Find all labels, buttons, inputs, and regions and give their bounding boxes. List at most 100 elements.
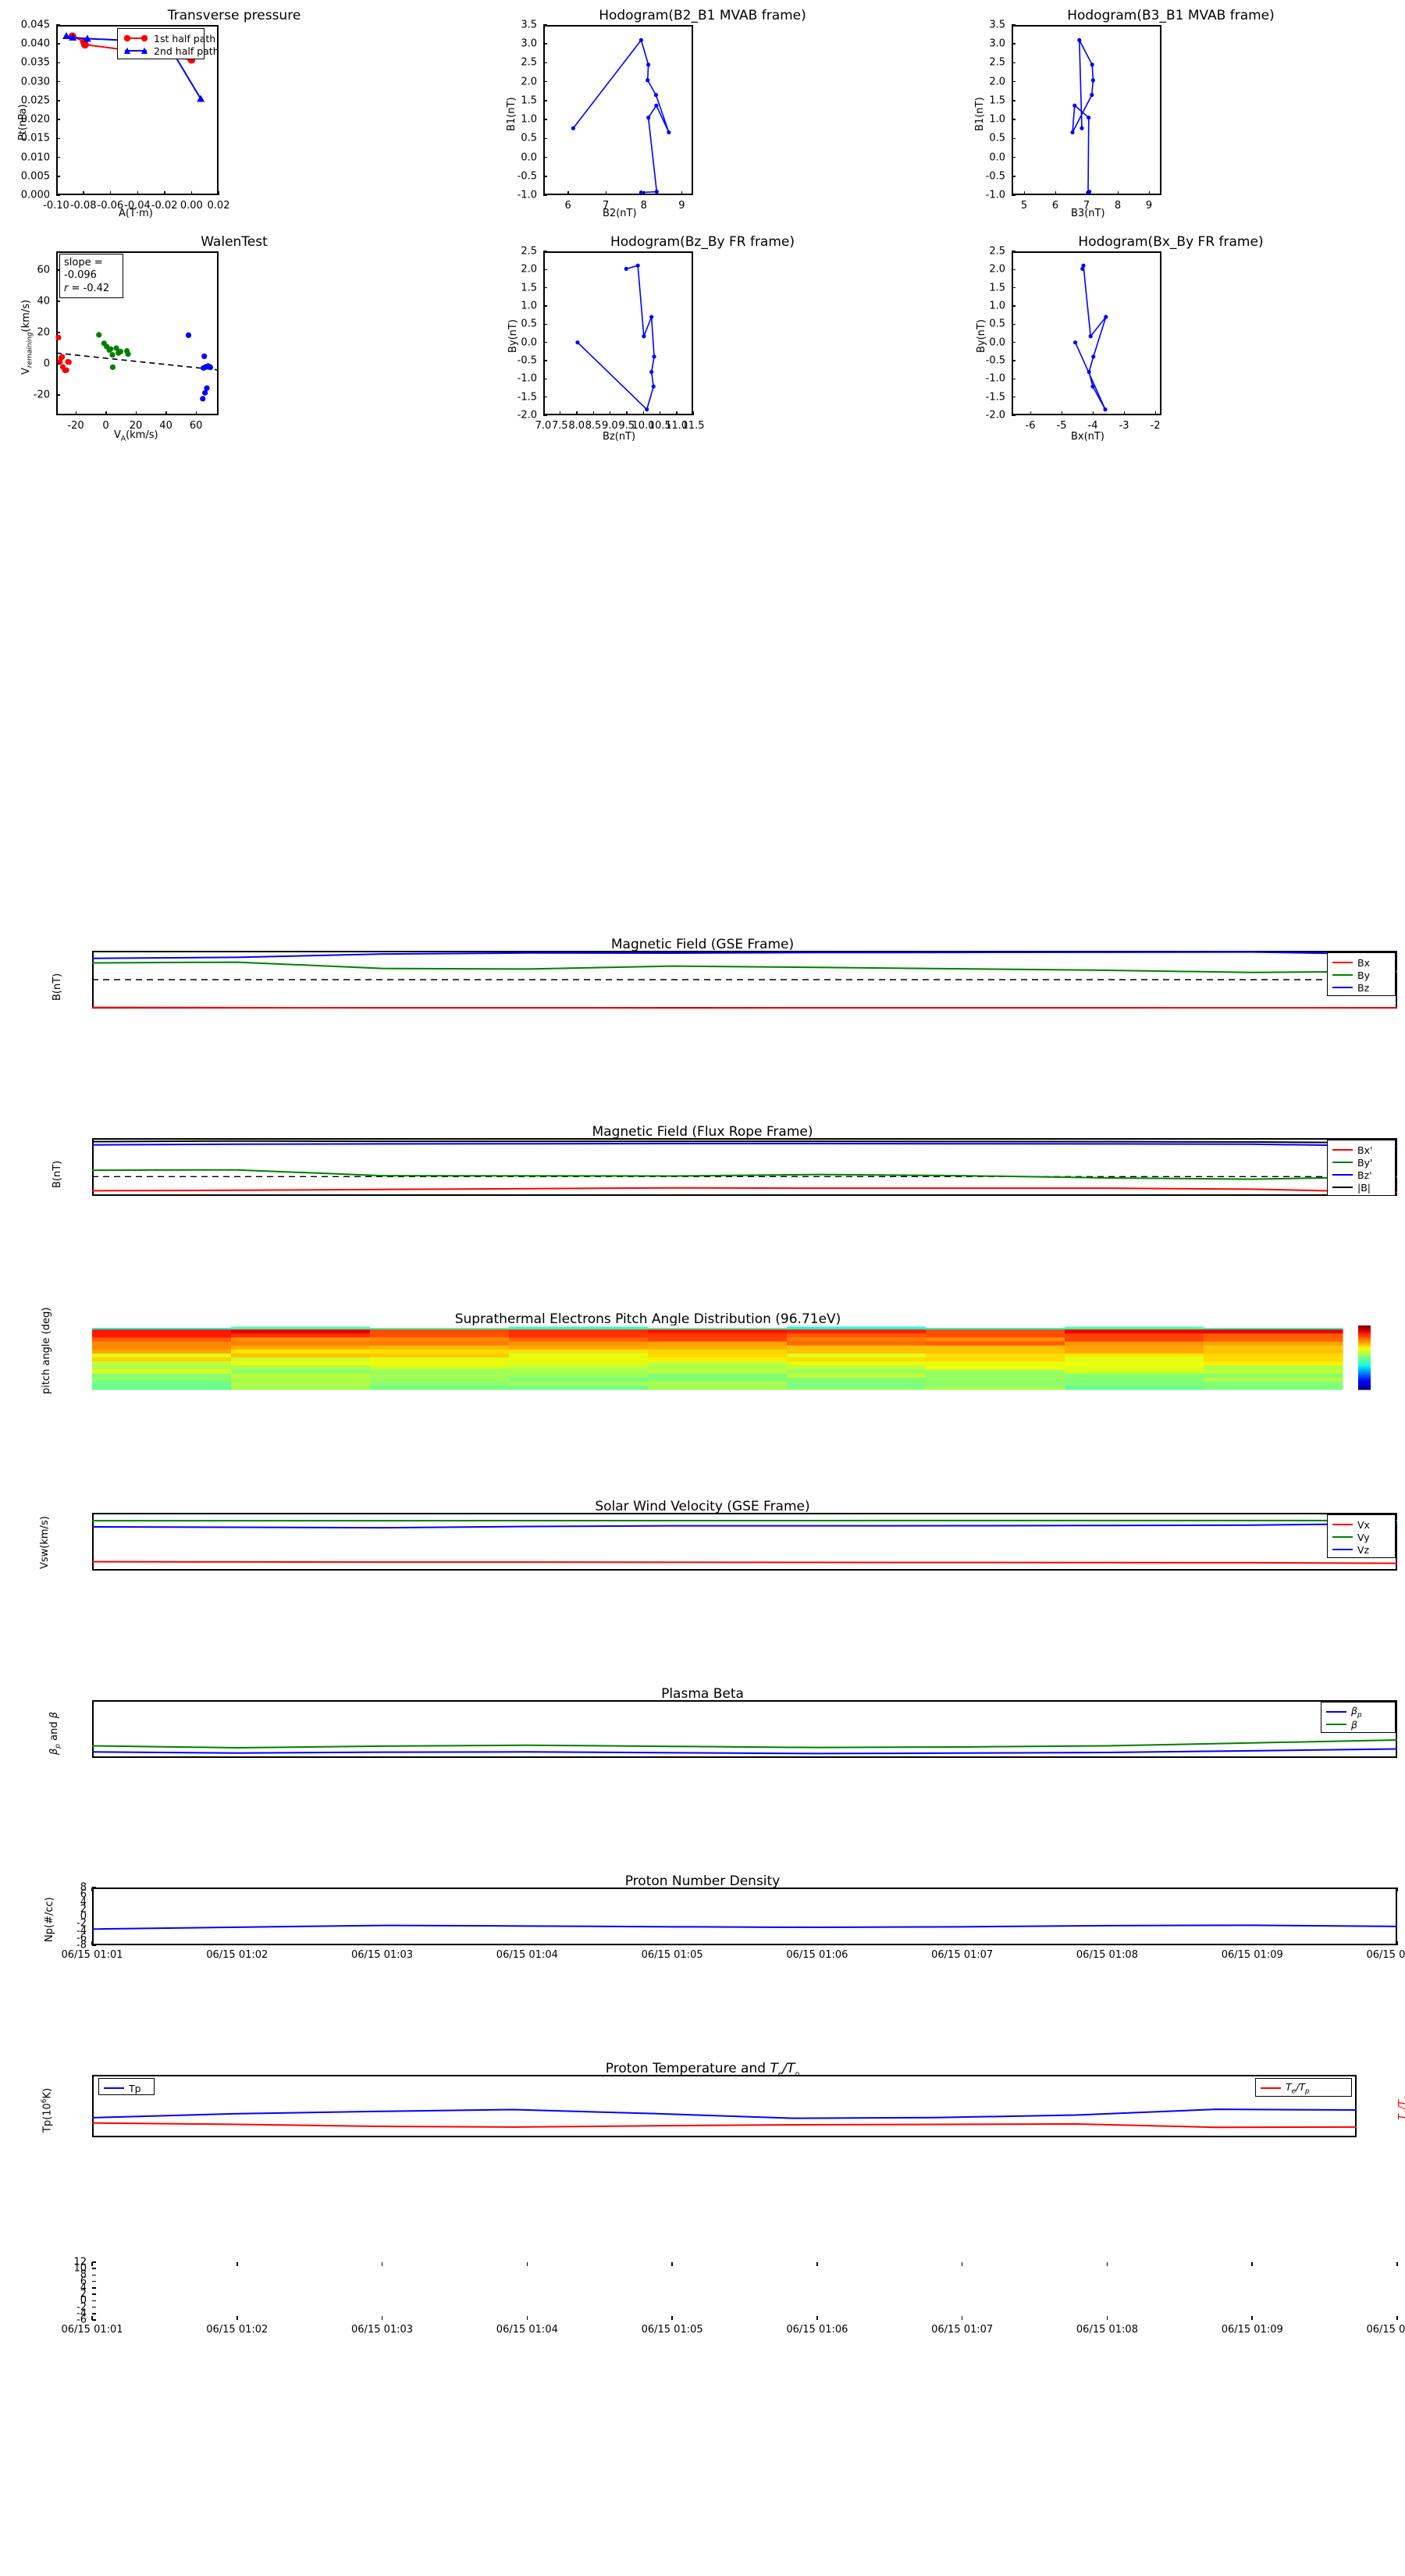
panel-proton-number-density: Proton Number Density 06/15 01:01 06/15 0… (0, 1873, 1405, 1967)
x-tick-mark (1061, 411, 1062, 415)
y-axis-label: By(nT) (507, 319, 519, 353)
x-tick-mark (542, 411, 544, 415)
y-tick-label: 3.0 (521, 37, 537, 50)
y-tick-mark (543, 119, 547, 120)
x-tick-mark (659, 411, 661, 415)
y-tick-label: 0.015 (20, 132, 50, 144)
y-tick-mark (1012, 251, 1016, 252)
y-tick-label: 12 (73, 2256, 87, 2268)
fit-annotation: slope = -0.096 r = -0.42 (59, 254, 123, 298)
y-tick-mark (543, 156, 547, 158)
y-tick-mark (92, 1944, 96, 1946)
y-tick-label: 0.0 (521, 151, 537, 164)
y-tick-mark (1012, 323, 1016, 326)
x-tick-mark-top (237, 2262, 238, 2266)
plot-canvas (1073, 263, 1108, 412)
y-tick-label: 20 (37, 326, 50, 339)
x-tick-label: 06/15 01:02 (206, 2324, 269, 2336)
legend-label: Te/Tp (1286, 2080, 1310, 2096)
y-tick-mark (92, 2268, 96, 2269)
x-tick-mark (816, 2316, 818, 2320)
y-tick-mark (543, 62, 547, 64)
x-tick-mark-top (816, 2262, 818, 2266)
legend-label: Bx (1357, 956, 1370, 969)
y-tick-label: 10 (73, 2262, 87, 2275)
y-tick-label: 4 (80, 1896, 87, 1908)
x-tick-mark (559, 411, 561, 415)
plot-canvas (1070, 37, 1095, 195)
y-tick-label: -2 (76, 2301, 87, 2314)
x-tick-mark (692, 411, 694, 415)
x-tick-mark (1251, 2316, 1253, 2320)
x-tick-mark (576, 411, 578, 415)
panel-magnetic-field-fr: Magnetic Field (Flux Rope Frame) 06/15 0… (0, 1124, 1405, 2336)
y-tick-label: 0 (80, 1910, 87, 1923)
x-tick-label: 11.5 (681, 420, 705, 432)
x-tick-mark (195, 411, 197, 415)
y-tick-label: 2.5 (989, 56, 1005, 69)
x-tick-label: 06/15 01:08 (1076, 2324, 1138, 2336)
x-tick-mark (961, 2316, 963, 2320)
x-tick-mark-top (381, 2262, 383, 2266)
x-tick-mark (105, 411, 107, 415)
y-tick-label: 0.030 (20, 76, 50, 88)
y-tick-mark (1012, 305, 1016, 307)
plot-canvas (55, 332, 219, 402)
y-tick-mark (56, 100, 60, 101)
x-tick-mark-top (1106, 2262, 1108, 2266)
y-tick-label: -1.0 (517, 189, 537, 201)
x-tick-mark (1396, 2316, 1398, 2320)
y-tick-mark (543, 286, 547, 289)
x-tick-mark (1123, 411, 1125, 415)
y-tick-mark (1012, 156, 1016, 158)
x-tick-mark (671, 2316, 673, 2320)
legend-item-second-half: 2nd half path (123, 44, 219, 57)
y-tick-mark (1012, 119, 1016, 120)
x-tick-label: 8 (1114, 200, 1122, 212)
plot-frame (1012, 251, 1161, 415)
y-tick-label: -8 (76, 1939, 87, 1952)
legend-marker-circle (123, 33, 149, 44)
y-tick-label: 1.0 (521, 300, 537, 312)
plot-frame (543, 25, 693, 195)
y-tick-mark (92, 2319, 96, 2321)
x-tick-mark (681, 191, 683, 195)
x-tick-label: 8 (640, 200, 647, 212)
x-tick-label: 0.00 (180, 200, 203, 212)
y-tick-label: 6 (80, 2275, 87, 2288)
y-tick-label: 0.5 (989, 318, 1005, 330)
y-tick-label: 60 (37, 264, 50, 276)
legend-item-bx: Bx (1332, 956, 1390, 969)
legend-label: By' (1357, 1156, 1373, 1169)
y-tick-mark (56, 62, 60, 64)
x-tick-label: -5 (1056, 420, 1067, 432)
legend-label: Vz (1357, 1543, 1370, 1556)
x-tick-label: 9.5 (618, 420, 635, 432)
y-tick-mark (92, 2313, 96, 2314)
legend-swatch (104, 2087, 124, 2089)
y-tick-mark (1012, 194, 1016, 196)
y-tick-mark (56, 43, 60, 44)
y-tick-mark (543, 100, 547, 101)
panel-proton-temperature: Proton Temperature and Te/Tp 06/15 01:01… (0, 2061, 1405, 2162)
y-axis-label: Vsw(km/s) (39, 1516, 51, 1569)
legend-item-bmag: |B| (1332, 1181, 1390, 1194)
x-tick-mark (609, 411, 611, 415)
legend-item-bz: Bz (1332, 981, 1390, 994)
y-tick-mark (1012, 137, 1016, 140)
y-tick-mark (92, 2280, 96, 2282)
y-tick-label: 4 (80, 2282, 87, 2294)
y-tick-mark (543, 43, 547, 44)
x-tick-mark (592, 411, 594, 415)
x-tick-label: 06/15 01:09 (1221, 2324, 1283, 2336)
y-tick-mark (543, 269, 547, 271)
y-tick-label: -6 (76, 2314, 87, 2326)
y-tick-label: -2.0 (517, 409, 537, 422)
y-tick-label: 3.0 (989, 37, 1005, 50)
legend-right: Te/Tp (1255, 2078, 1352, 2097)
x-tick-mark (526, 2316, 528, 2320)
y-tick-label: -1.5 (985, 391, 1005, 404)
x-tick-mark-top (1396, 1888, 1398, 1891)
x-tick-mark-top (961, 2262, 963, 2266)
x-tick-label: 9 (678, 200, 685, 212)
